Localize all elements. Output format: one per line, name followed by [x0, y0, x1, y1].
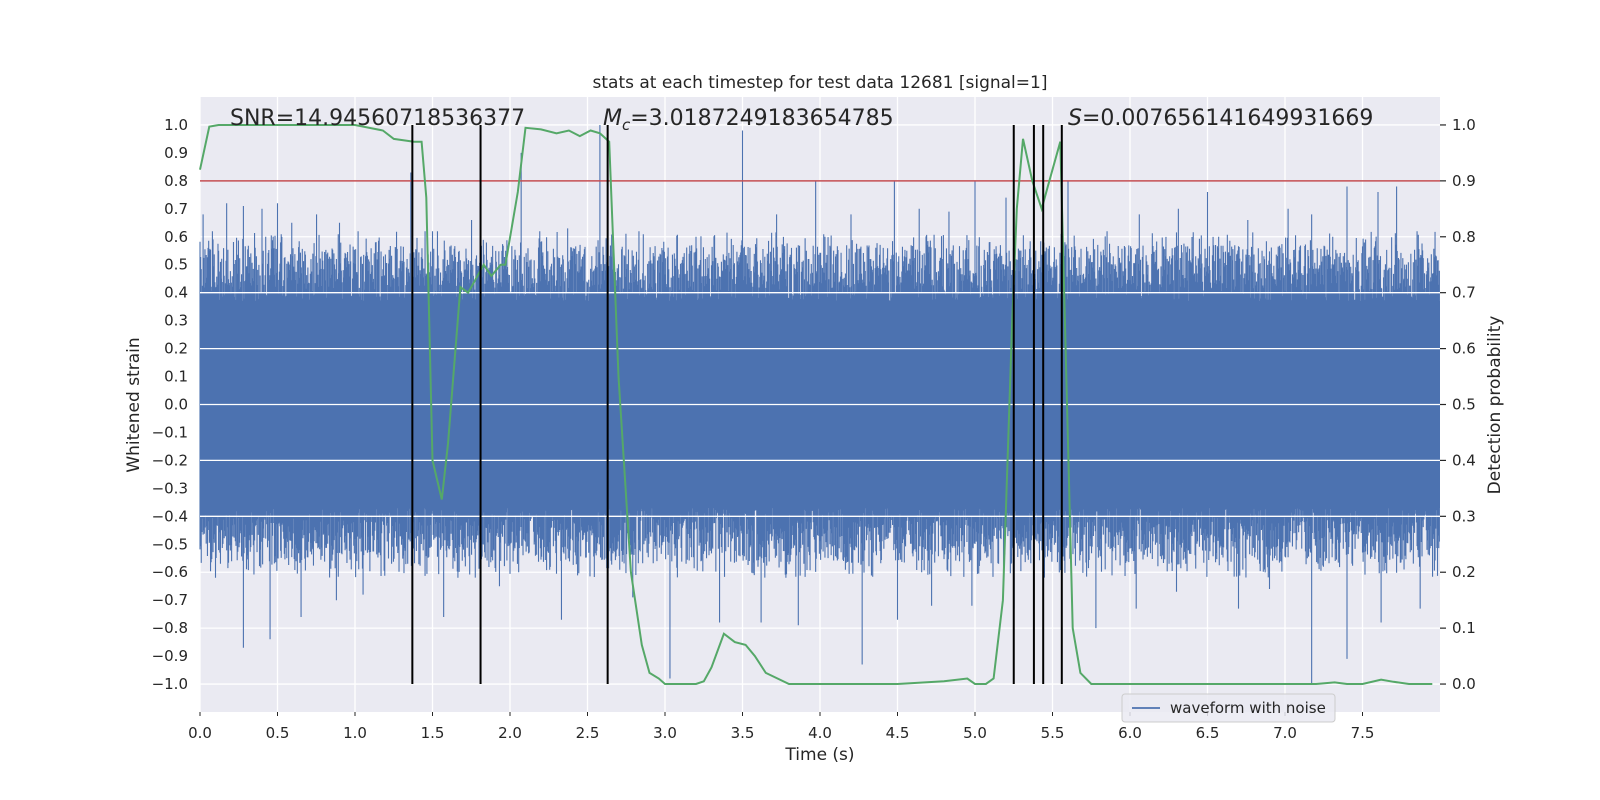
x-tick-label: 4.5 [886, 724, 910, 742]
x-tick-label: 0.5 [266, 724, 290, 742]
y-tick-labels-right: 1.0 0.9 0.8 0.7 0.6 0.5 0.4 0.3 0.2 0.1 0.0 [1440, 116, 1476, 693]
y-tick-label-right: 0.2 [1452, 563, 1476, 581]
legend-box [1121, 693, 1336, 723]
y-tick-label-left: −0.6 [152, 563, 188, 581]
x-tick-label: 4.0 [808, 724, 832, 742]
y-tick-label-left: 0.8 [164, 172, 188, 190]
y-axis-title-right: Detection probability [1485, 316, 1505, 495]
y-tick-label-right: 1.0 [1452, 116, 1476, 134]
y-tick-labels-left: 1.0 0.9 0.8 0.7 0.6 0.5 0.4 0.3 0.2 0.1 0.0 −0.1 −0.… [152, 116, 188, 693]
y-tick-label-right: 0.7 [1452, 284, 1476, 302]
x-tick-label: 3.5 [731, 724, 755, 742]
x-tick-label: 5.0 [963, 724, 987, 742]
x-tick-label: 2.5 [576, 724, 600, 742]
annotations: SNR=14.94560718536377 Mc=3.0187249183654… [230, 106, 1373, 134]
x-tick-label: 1.5 [421, 724, 445, 742]
x-tick-label: 6.0 [1118, 724, 1142, 742]
x-tick-label: 0.0 [188, 724, 212, 742]
y-tick-label-left: 1.0 [164, 116, 188, 134]
legend-label: waveform with noise [1170, 699, 1326, 717]
x-tick-label: 3.0 [653, 724, 677, 742]
chirp-mass-value: =3.0187249183654785 [630, 106, 893, 131]
y-tick-label-left: −0.2 [152, 451, 188, 469]
legend: waveform with noise [1121, 693, 1336, 723]
y-tick-label-left: 0.4 [164, 284, 188, 302]
y-tick-label-right: 0.1 [1452, 619, 1476, 637]
y-tick-label-left: −0.9 [152, 647, 188, 665]
vertical-markers [411, 124, 1063, 685]
chirp-mass-subscript: c [622, 116, 631, 134]
y-tick-label-left: 0.3 [164, 312, 188, 330]
y-tick-label-right: 0.8 [1452, 228, 1476, 246]
x-tick-label: 2.0 [498, 724, 522, 742]
x-tick-label: 7.5 [1351, 724, 1375, 742]
chirp-mass-annotation: Mc=3.0187249183654785 [603, 106, 894, 134]
y-tick-label-left: 0.5 [164, 256, 188, 274]
y-tick-label-left: 0.7 [164, 200, 188, 218]
s-annotation: S=0.007656141649931669 [1068, 106, 1373, 131]
y-tick-label-left: −0.1 [152, 423, 188, 441]
y-tick-label-right: 0.5 [1452, 396, 1476, 414]
chart-title: stats at each timestep for test data 126… [593, 73, 1048, 93]
y-tick-label-left: 0.9 [164, 144, 188, 162]
y-tick-label-left: −0.8 [152, 619, 188, 637]
x-tick-label: 6.5 [1196, 724, 1220, 742]
y-tick-label-right: 0.9 [1452, 172, 1476, 190]
x-tick-label: 1.0 [343, 724, 367, 742]
snr-annotation: SNR=14.94560718536377 [230, 106, 525, 131]
x-axis-title: Time (s) [784, 745, 854, 765]
x-tick-labels: 0.0 0.5 1.0 1.5 2.0 2.5 3.0 3.5 4.0 4.5 5.0 5.5 6.0 6… [188, 712, 1374, 742]
y-tick-label-left: 0.2 [164, 340, 188, 358]
y-tick-label-left: 0.0 [164, 396, 188, 414]
y-tick-label-right: 0.4 [1452, 451, 1476, 469]
y-tick-label-left: −0.4 [152, 507, 188, 525]
x-tick-label: 5.5 [1041, 724, 1065, 742]
y-tick-label-right: 0.3 [1452, 507, 1476, 525]
y-tick-label-left: 0.1 [164, 368, 188, 386]
probability-line [199, 124, 1433, 685]
strain-series [199, 125, 1440, 684]
y-tick-label-left: −0.7 [152, 591, 188, 609]
chirp-mass-symbol: M [603, 106, 622, 131]
y-tick-label-left: 0.6 [164, 228, 188, 246]
y-tick-label-left: −1.0 [152, 675, 188, 693]
s-value: =0.007656141649931669 [1082, 106, 1373, 131]
x-tick-label: 7.0 [1273, 724, 1297, 742]
y-tick-label-left: −0.3 [152, 479, 188, 497]
probability-series [199, 124, 1433, 685]
y-tick-label-right: 0.0 [1452, 675, 1476, 693]
y-axis-title-left: Whitened strain [124, 337, 144, 472]
y-tick-label-left: −0.5 [152, 535, 188, 553]
s-symbol: S [1068, 106, 1082, 131]
y-tick-label-right: 0.6 [1452, 340, 1476, 358]
